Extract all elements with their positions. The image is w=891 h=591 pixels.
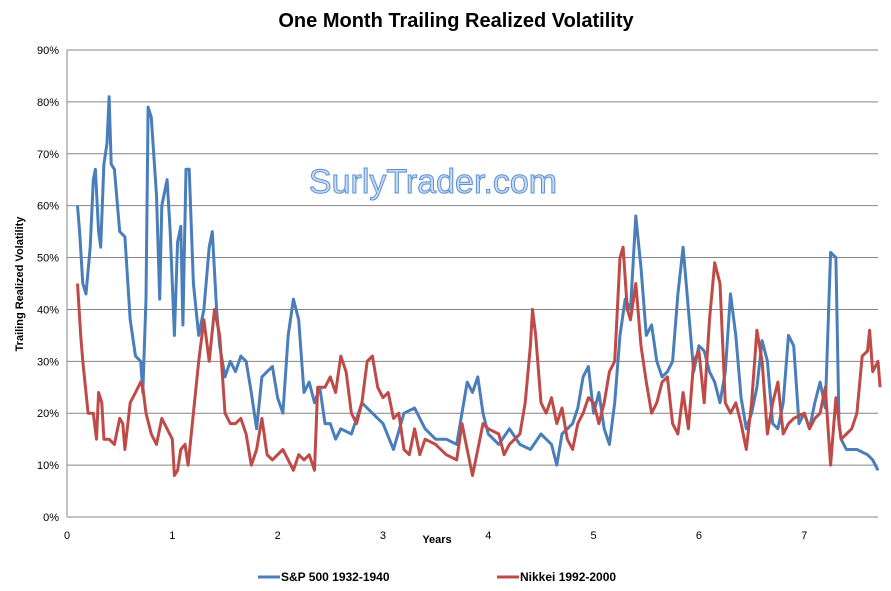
x-tick-label: 1 [169,530,175,542]
y-tick-label: 30% [37,356,59,368]
legend-label-1: Nikkei 1992-2000 [520,570,616,584]
x-tick-label: 6 [696,530,702,542]
x-tick-label: 4 [485,530,491,542]
y-tick-label: 70% [37,149,59,161]
series-lines [76,95,882,477]
y-tick-label: 20% [37,408,59,420]
legend-label-0: S&P 500 1932-1940 [281,570,390,584]
gridlines [66,49,878,518]
y-tick-label: 0% [43,512,59,524]
x-tick-label: 5 [591,530,597,542]
x-axis-label: Years [422,534,451,546]
legend: S&P 500 1932-1940 Nikkei 1992-2000 [258,570,616,584]
y-tick-label: 50% [37,253,59,265]
chart-title: One Month Trailing Realized Volatility [278,10,634,32]
x-axis-ticks: 0 1 2 3 4 5 6 7 [64,530,807,542]
y-tick-label: 90% [37,45,59,57]
series-line-1 [76,245,882,477]
x-tick-label: 7 [801,530,807,542]
y-axis-label: Trailing Realized Volatility [14,216,26,352]
y-tick-label: 60% [37,201,59,213]
y-tick-label: 40% [37,304,59,316]
x-tick-label: 0 [64,530,70,542]
watermark: SurlyTrader.com [309,163,557,201]
y-axis-ticks: 0% 10% 20% 30% 40% 50% 60% 70% 80% 90% [37,45,59,524]
y-tick-label: 10% [37,460,59,472]
y-tick-label: 80% [37,97,59,109]
series-line-0 [76,95,880,471]
x-tick-label: 3 [380,530,386,542]
x-tick-label: 2 [275,530,281,542]
